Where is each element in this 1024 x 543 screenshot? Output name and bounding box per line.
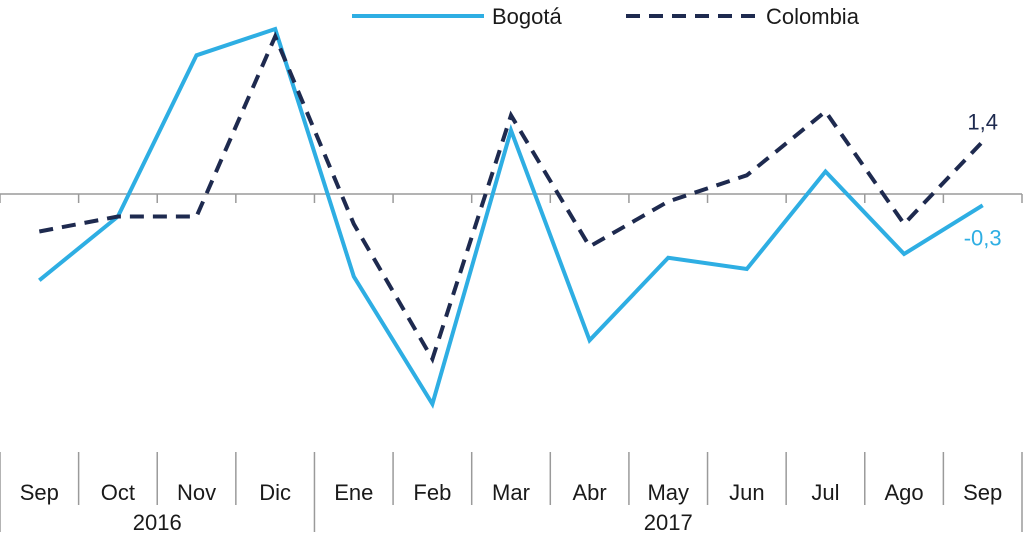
x-tick-label: Mar xyxy=(492,480,530,505)
x-tick-label: Abr xyxy=(572,480,606,505)
series-line-colombia xyxy=(38,31,985,364)
x-tick-label: Sep xyxy=(963,480,1002,505)
year-label: 2017 xyxy=(644,510,693,535)
data-label-bogota: -0,3 xyxy=(964,225,1002,250)
x-axis-labels: Sep Oct Nov Dic Ene Feb Mar Abr May Jun Jul Ago Sep 2… xyxy=(20,480,1003,535)
data-label-colombia: 1,4 xyxy=(967,110,998,135)
x-tick-label: Ago xyxy=(884,480,923,505)
x-tick-label: Jun xyxy=(729,480,764,505)
x-tick-label: Oct xyxy=(101,480,135,505)
legend-label-bogota: Bogotá xyxy=(492,4,562,29)
x-tick-label: Ene xyxy=(334,480,373,505)
axes xyxy=(0,193,1023,532)
legend: Bogotá Colombia xyxy=(352,4,860,29)
series-layer: -0,3 1,4 xyxy=(38,26,1002,409)
x-tick-label: Jul xyxy=(811,480,839,505)
series-line-bogota xyxy=(38,26,984,409)
x-tick-label: Sep xyxy=(20,480,59,505)
x-tick-label: Feb xyxy=(413,480,451,505)
x-tick-label: Dic xyxy=(259,480,291,505)
legend-label-colombia: Colombia xyxy=(766,4,860,29)
x-tick-label: May xyxy=(647,480,689,505)
year-label: 2016 xyxy=(133,510,182,535)
x-tick-label: Nov xyxy=(177,480,216,505)
